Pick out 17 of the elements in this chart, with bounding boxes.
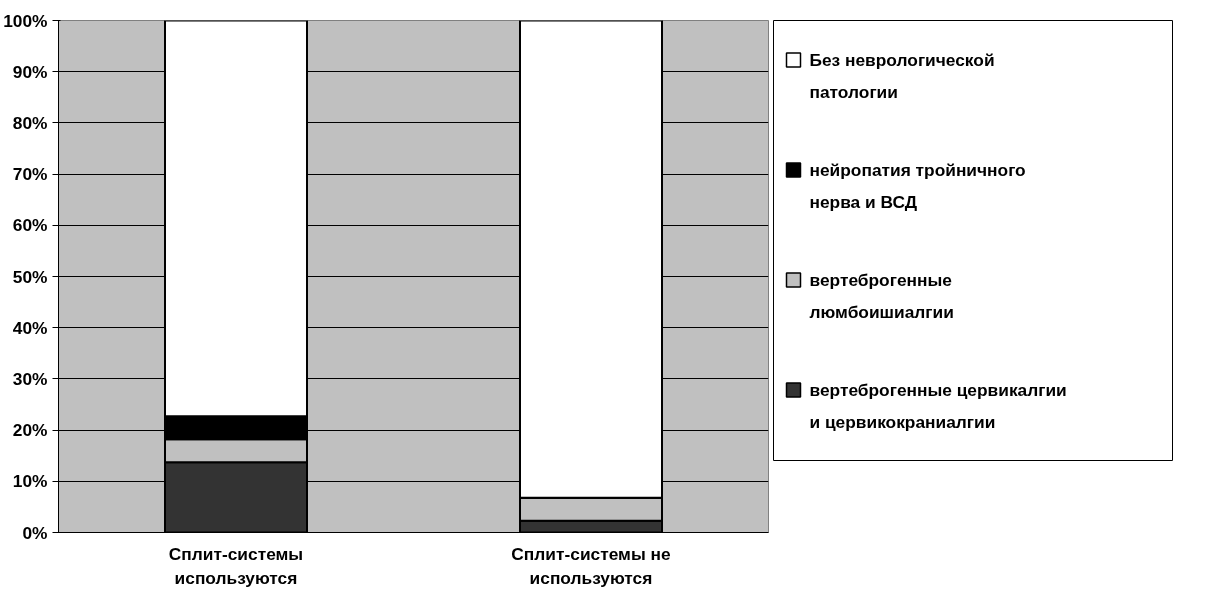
x-tick-label: Сплит-системы используются bbox=[168, 543, 304, 588]
y-tick-label: 40% bbox=[12, 317, 48, 338]
x-tick-label: Сплит-системы не используются bbox=[511, 543, 671, 588]
y-tick-label: 50% bbox=[12, 266, 48, 287]
y-tick-label: 80% bbox=[12, 112, 48, 133]
y-tick-label: 100% bbox=[3, 10, 48, 31]
legend-label: Без неврологической патологии bbox=[809, 49, 995, 102]
legend-label: вертеброгенные цервикалгии и цервикокраниалгии bbox=[809, 379, 1067, 432]
y-tick-label: 10% bbox=[12, 471, 48, 492]
y-tick-label: 70% bbox=[12, 164, 48, 185]
y-tick-label: 30% bbox=[12, 368, 48, 389]
legend-label: вертеброгенные люмбоишиалгии bbox=[809, 269, 954, 322]
y-tick-label: 60% bbox=[12, 215, 48, 236]
legend-label: нейропатия тройничного нерва и ВСД bbox=[809, 159, 1026, 212]
y-tick-label: 20% bbox=[12, 420, 48, 441]
y-tick-label: 90% bbox=[12, 61, 48, 82]
y-tick-label: 0% bbox=[22, 522, 48, 543]
